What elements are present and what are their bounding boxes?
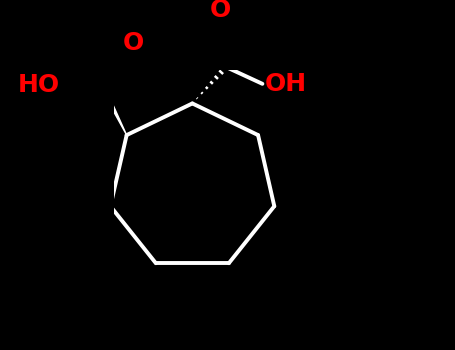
Text: O: O [122, 30, 144, 55]
Text: O: O [210, 0, 231, 22]
Text: OH: OH [265, 72, 307, 96]
Text: HO: HO [17, 73, 60, 97]
Polygon shape [96, 78, 126, 135]
